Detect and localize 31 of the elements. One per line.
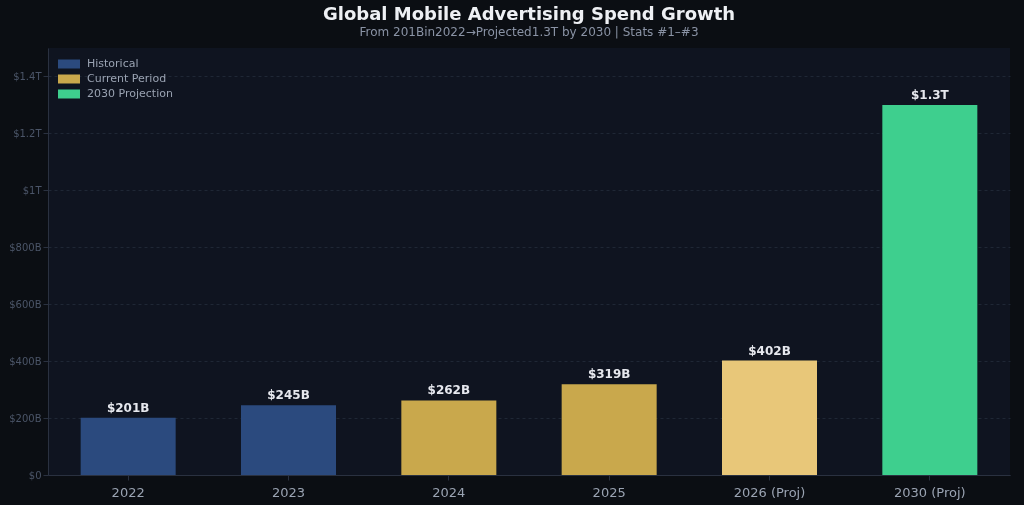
y-tick-label: $200B [9,412,42,424]
x-tick-label: 2026 (Proj) [733,484,806,500]
y-tick-label: $600B [9,298,42,310]
x-tick-label: 2024 [432,484,466,500]
y-tick-label: $1.2T [13,127,43,139]
x-tick-label: 2023 [271,484,306,500]
data-label: $319B [587,367,631,382]
data-label: $262B [427,383,471,398]
chart-title: Global Mobile Advertising Spend Growth [322,3,736,24]
data-label: $201B [106,400,150,415]
bar [241,405,336,475]
bar [561,384,657,475]
y-tick-label: $0 [28,469,42,481]
x-tick-label: 2025 [592,484,626,500]
bar [882,104,978,475]
y-tick-label: $400B [9,355,42,367]
legend-label: Historical [87,57,139,70]
bar [722,360,817,475]
legend-label: 2030 Projection [87,87,173,100]
x-tick-label: 2022 [111,484,145,500]
chart-subtitle: From 201Bin2022→Projected1.3T by 2030 | Stats #1–#3 [359,25,699,39]
data-label: $1.3T [910,87,950,102]
x-tick-label: 2030 (Proj) [894,484,966,500]
legend-label: Current Period [87,72,167,85]
data-label: $245B [267,388,310,403]
data-label: $402B [748,343,791,358]
bar [80,417,176,475]
bar [401,400,497,475]
y-tick-label: $800B [9,241,42,253]
y-tick-label: $1T [22,184,43,196]
y-tick-label: $1.4T [13,70,43,82]
